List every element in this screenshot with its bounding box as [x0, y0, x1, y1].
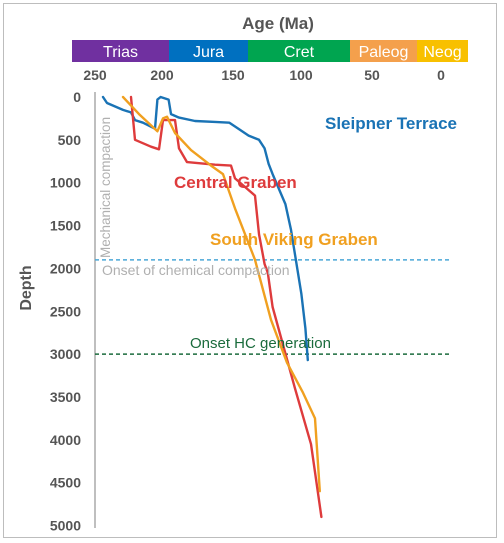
y-tick-label: 1500 — [50, 218, 81, 234]
y-tick-label: 4000 — [50, 432, 81, 448]
x-tick-label: 50 — [364, 67, 380, 83]
period-jura — [169, 40, 248, 62]
series-label-south-viking-graben: South Viking Graben — [210, 230, 378, 249]
x-tick-label: 150 — [221, 67, 245, 83]
series-line-sleipner-terrace — [101, 95, 309, 362]
y-tick-label: 4500 — [50, 475, 81, 491]
chart-frame — [3, 3, 497, 538]
series-line-south-viking-graben — [121, 95, 321, 493]
period-label-paleog: Paleog — [359, 44, 409, 61]
period-cret — [248, 40, 350, 62]
y-tick-label: 1000 — [50, 175, 81, 191]
period-label-trias: Trias — [103, 44, 138, 61]
series-label-sleipner-terrace: Sleipner Terrace — [325, 114, 457, 133]
annotation-mechanical-compaction: Mechanical compaction — [98, 117, 113, 258]
series-label-central-graben: Central Graben — [174, 173, 297, 192]
x-tick-label: 250 — [83, 67, 107, 83]
period-label-neog: Neog — [423, 44, 461, 61]
y-tick-label: 3500 — [50, 389, 81, 405]
y-tick-label: 3000 — [50, 346, 81, 362]
x-tick-label: 0 — [437, 67, 445, 83]
chart-title: Age (Ma) — [242, 14, 314, 33]
y-tick-label: 500 — [58, 132, 82, 148]
series-line-central-graben — [129, 95, 323, 519]
period-trias — [72, 40, 169, 62]
y-axis-title: Depth — [18, 265, 35, 310]
period-paleog — [350, 40, 417, 62]
y-tick-label: 2500 — [50, 303, 81, 319]
x-tick-label: 200 — [150, 67, 174, 83]
y-tick-label: 5000 — [50, 518, 81, 534]
y-tick-label: 2000 — [50, 260, 81, 276]
annotation-chemical-compaction: Onset of chemical compaction — [102, 262, 290, 278]
y-tick-label: 0 — [73, 89, 81, 105]
period-label-cret: Cret — [284, 44, 315, 61]
annotation-hc-generation: Onset HC generation — [190, 335, 331, 352]
period-neog — [417, 40, 468, 62]
x-tick-label: 100 — [289, 67, 313, 83]
period-label-jura: Jura — [193, 44, 224, 61]
